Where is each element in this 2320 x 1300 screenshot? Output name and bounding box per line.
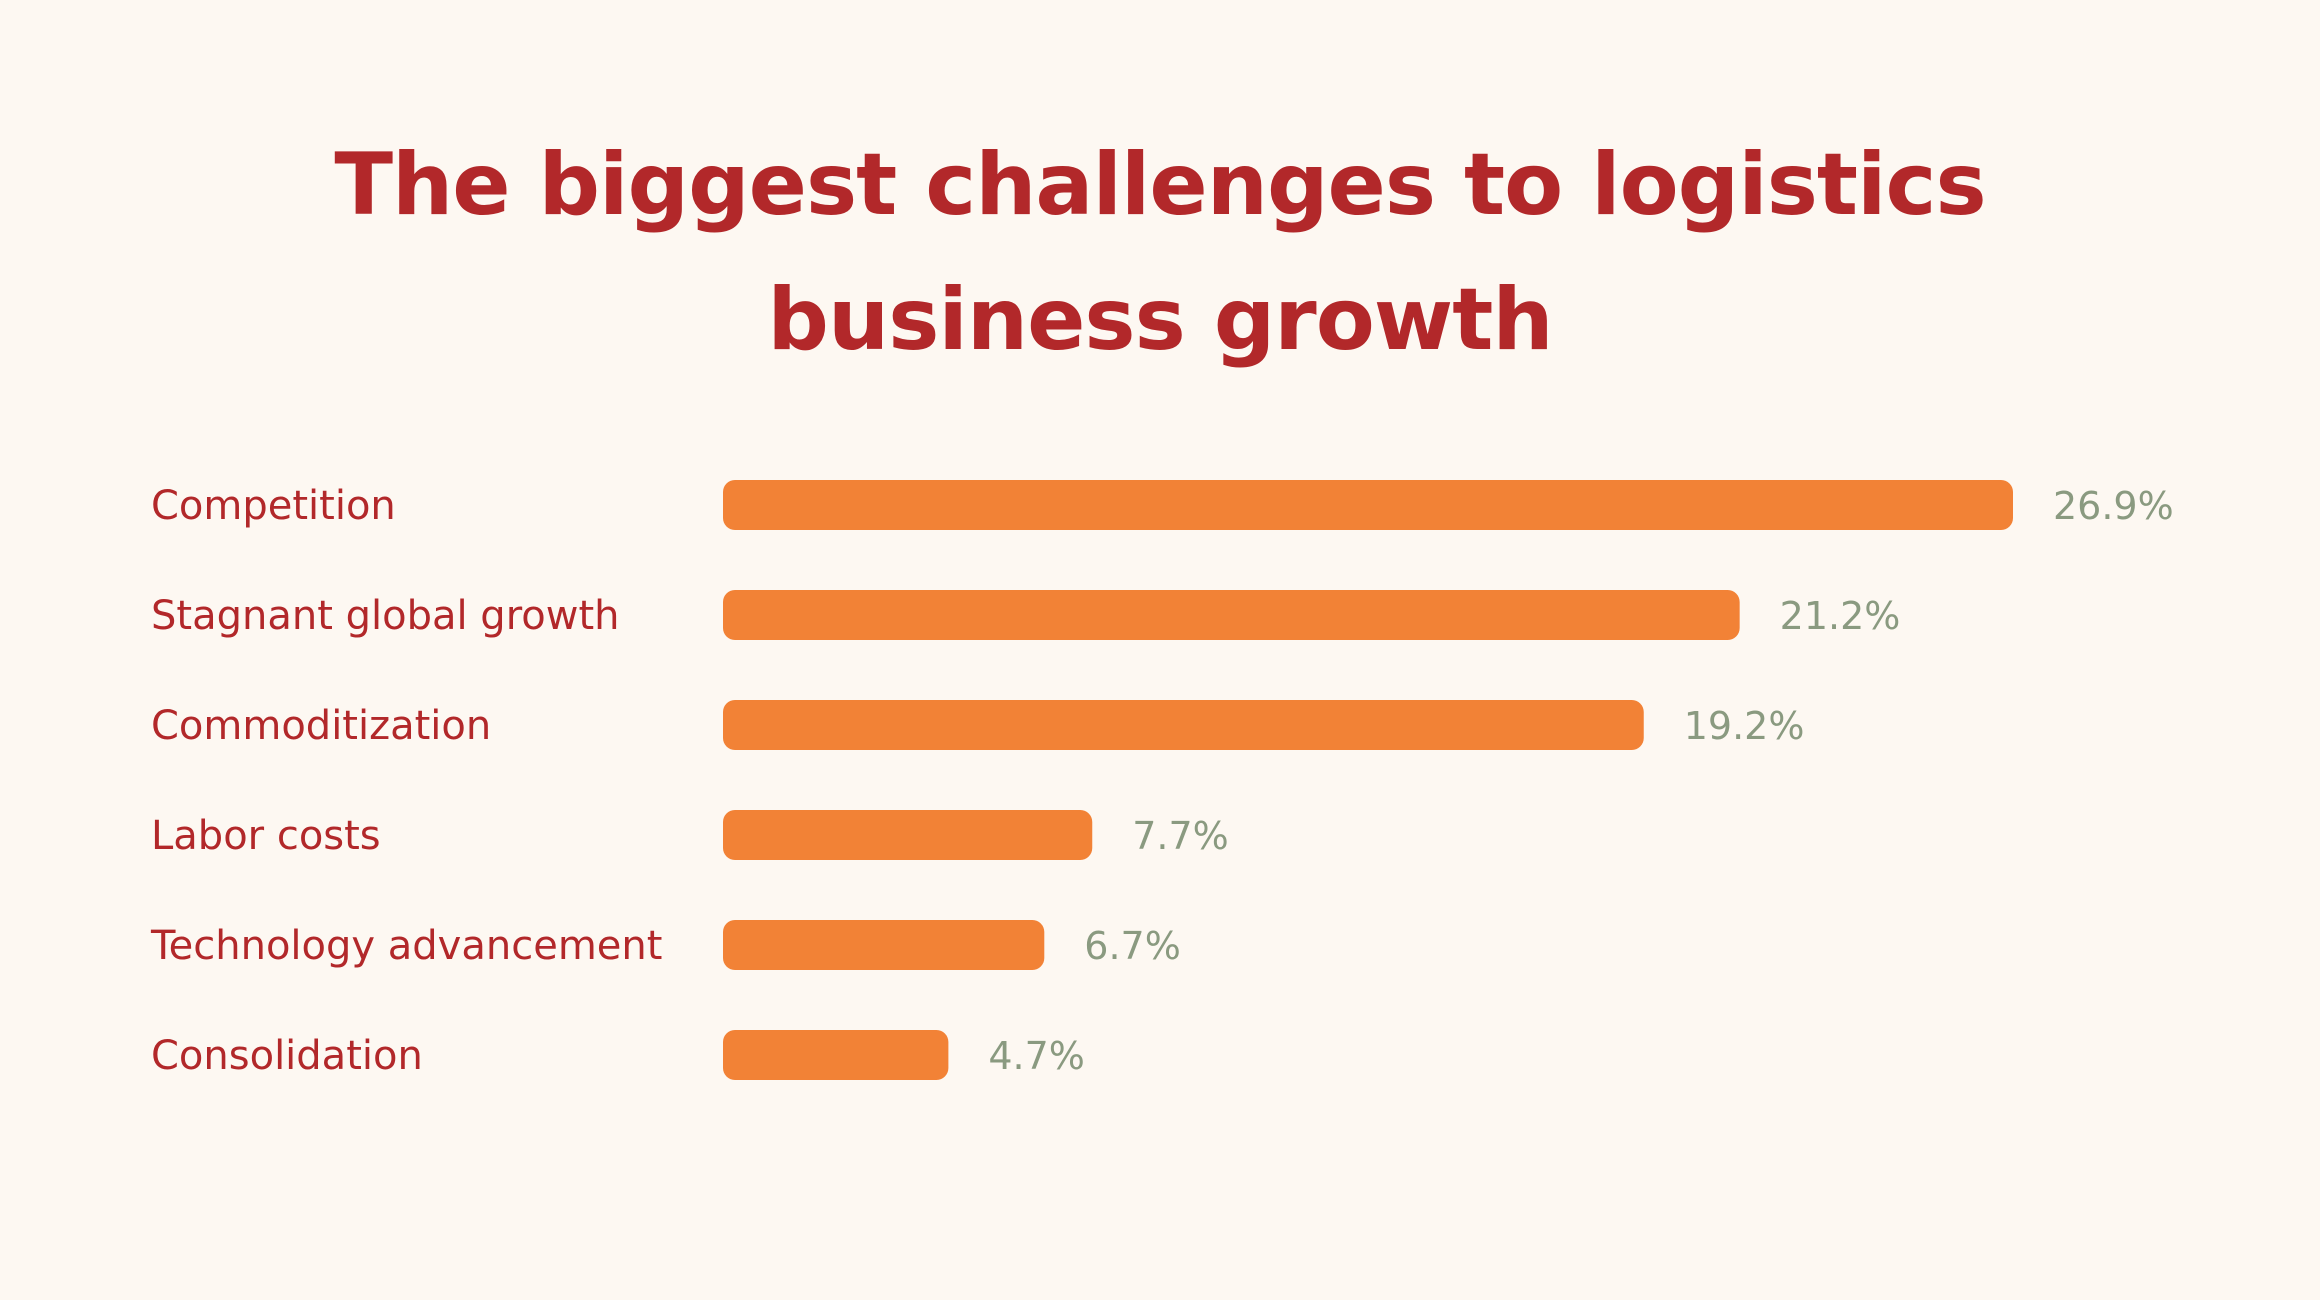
value-label: 21.2% [1780, 594, 1901, 638]
bar [723, 700, 1644, 750]
category-label: Consolidation [151, 1033, 423, 1079]
bar [723, 480, 2013, 530]
bar [723, 1030, 949, 1080]
category-label: Competition [151, 483, 396, 529]
value-label: 7.7% [1132, 814, 1229, 858]
value-label: 19.2% [1684, 704, 1805, 748]
chart-title: The biggest challenges to logistics busi… [0, 118, 2320, 388]
category-label: Labor costs [151, 813, 381, 859]
category-label: Stagnant global growth [151, 593, 619, 639]
bar [723, 920, 1045, 970]
value-label: 6.7% [1084, 924, 1181, 968]
value-label: 4.7% [988, 1034, 1085, 1078]
bar [723, 810, 1093, 860]
value-label: 26.9% [2053, 484, 2174, 528]
bar [723, 590, 1740, 640]
category-label: Commoditization [151, 703, 491, 749]
category-label: Technology advancement [150, 923, 662, 969]
chart-title-line-1: The biggest challenges to logistics [334, 135, 1986, 235]
chart-title-line-2: business growth [767, 270, 1553, 370]
